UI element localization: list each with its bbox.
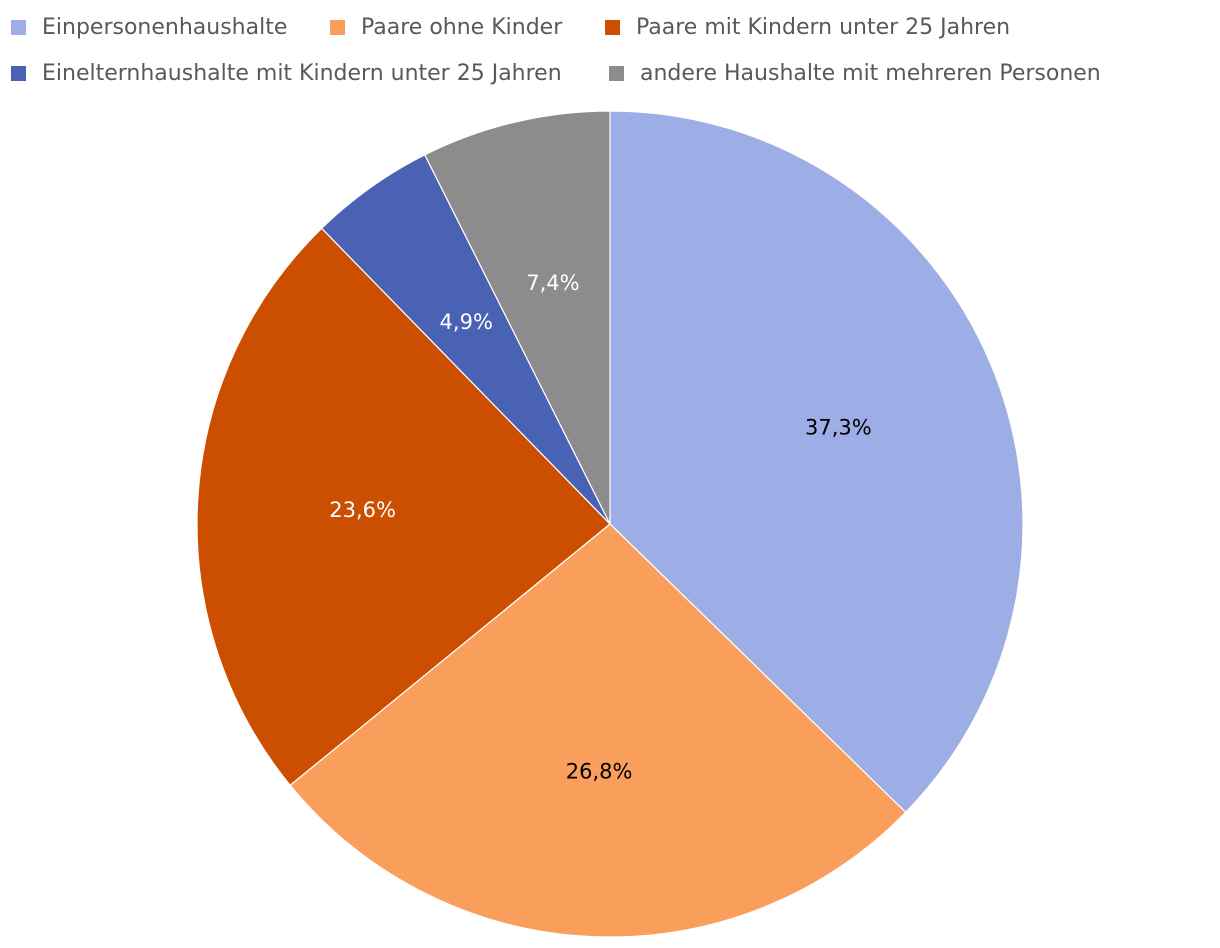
legend-item-andere-haushalte: andere Haushalte mit mehreren Personen: [609, 58, 1101, 88]
legend-item-paare-ohne-kinder: Paare ohne Kinder: [330, 12, 562, 42]
data-label-andere-haushalte-mit-mehreren-personen: 7,4%: [526, 271, 579, 295]
legend-label: andere Haushalte mit mehreren Personen: [640, 60, 1101, 86]
legend-item-einpersonenhaushalte: Einpersonenhaushalte: [11, 12, 287, 42]
chart-legend: Einpersonenhaushalte Paare ohne Kinder P…: [0, 0, 1220, 100]
legend-label: Einpersonenhaushalte: [42, 14, 288, 40]
legend-label: Einelternhaushalte mit Kindern unter 25 …: [42, 60, 562, 86]
legend-swatch: [609, 65, 624, 81]
legend-swatch: [330, 19, 345, 35]
data-label-einelternhaushalte-mit-kindern-unter-25-jahren: 4,9%: [440, 310, 493, 334]
legend-swatch: [605, 19, 620, 35]
pie-slice-andere-haushalte-mit-mehreren-personen: [424, 110, 611, 525]
legend-item-einelternhaushalte: Einelternhaushalte mit Kindern unter 25 …: [11, 58, 562, 88]
legend-label: Paare mit Kindern unter 25 Jahren: [636, 14, 1011, 40]
legend-swatch: [11, 19, 26, 35]
data-label-paare-ohne-kinder: 26,8%: [566, 760, 633, 784]
legend-item-paare-mit-kindern: Paare mit Kindern unter 25 Jahren: [605, 12, 1010, 42]
pie-slice-einpersonenhaushalte: [609, 110, 1024, 814]
data-label-einpersonenhaushalte: 37,3%: [805, 416, 872, 440]
data-label-paare-mit-kindern-unter-25-jahren: 23,6%: [329, 498, 396, 522]
pie-slice-paare-ohne-kinder: [289, 523, 907, 938]
pie-slice-paare-mit-kindern-unter-25-jahren: [196, 227, 611, 787]
legend-label: Paare ohne Kinder: [361, 14, 563, 40]
legend-swatch: [11, 65, 26, 81]
